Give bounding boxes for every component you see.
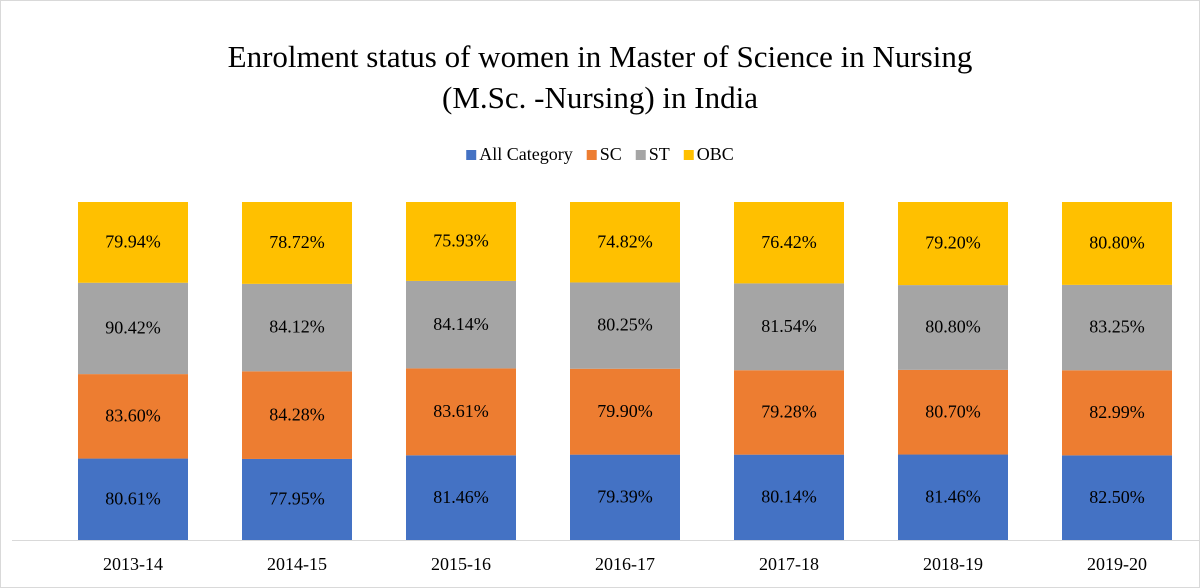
bar-segment [1062, 370, 1172, 456]
x-tick-label: 2014-15 [267, 554, 327, 574]
bar-segment [242, 202, 352, 284]
data-label: 74.82% [597, 231, 653, 251]
bar-segment [898, 202, 1008, 286]
data-label: 80.14% [761, 486, 817, 506]
data-label: 83.60% [105, 405, 161, 425]
data-label: 79.20% [925, 233, 981, 253]
data-label: 80.25% [597, 315, 653, 335]
bar-segment [78, 374, 188, 459]
data-label: 76.42% [761, 232, 817, 252]
bar-segment [570, 368, 680, 455]
data-label: 79.94% [105, 232, 161, 252]
data-label: 80.80% [925, 317, 981, 337]
bar-segment [570, 282, 680, 369]
data-label: 79.39% [597, 486, 653, 506]
x-tick-label: 2013-14 [103, 554, 163, 574]
legend-label: ST [649, 144, 670, 164]
data-label: 80.80% [1089, 233, 1145, 253]
legend-swatch [466, 150, 477, 160]
chart-title: (M.Sc. -Nursing) in India [442, 80, 758, 115]
x-tick-label: 2015-16 [431, 554, 491, 574]
bar-segment [898, 454, 1008, 540]
bar-segment [898, 369, 1008, 455]
bar-segment [734, 283, 844, 371]
data-label: 83.61% [433, 401, 489, 421]
data-label: 82.50% [1089, 487, 1145, 507]
legend-swatch [683, 150, 694, 160]
data-label: 81.46% [925, 486, 981, 506]
legend-label: OBC [697, 144, 734, 164]
bar-segment [406, 455, 516, 540]
data-label: 84.12% [269, 317, 325, 337]
data-label: 90.42% [105, 318, 161, 338]
bar-segment [1062, 455, 1172, 540]
bar-segment [570, 202, 680, 283]
bar-segment [898, 285, 1008, 370]
data-label: 78.72% [269, 232, 325, 252]
legend-label: All Category [479, 144, 572, 164]
bar-segment [78, 282, 188, 375]
data-label: 79.28% [761, 402, 817, 422]
bar-segment [242, 283, 352, 372]
x-tick-label: 2018-19 [923, 554, 983, 574]
data-label: 80.61% [105, 488, 161, 508]
bar-segment [1062, 284, 1172, 371]
data-label: 77.95% [269, 489, 325, 509]
data-label: 80.70% [925, 401, 981, 421]
data-label: 79.90% [597, 401, 653, 421]
data-label: 82.99% [1089, 402, 1145, 422]
chart-title: Enrolment status of women in Master of S… [228, 39, 973, 74]
x-tick-label: 2019-20 [1087, 554, 1147, 574]
x-tick-label: 2016-17 [595, 554, 655, 574]
bar-segment [406, 368, 516, 456]
data-label: 81.54% [761, 316, 817, 336]
data-label: 84.14% [433, 314, 489, 334]
bar-segment [242, 371, 352, 459]
bar-segment [1062, 202, 1172, 285]
bar-segment [734, 370, 844, 455]
bar-segment [734, 202, 844, 284]
data-label: 83.25% [1089, 317, 1145, 337]
data-label: 81.46% [433, 487, 489, 507]
bar-segment [242, 458, 352, 540]
bar-segment [734, 454, 844, 540]
data-label: 84.28% [269, 404, 325, 424]
x-tick-label: 2017-18 [759, 554, 819, 574]
legend-label: SC [600, 144, 622, 164]
bar-segment [570, 454, 680, 540]
legend-swatch [586, 150, 597, 160]
bar-segment [406, 202, 516, 281]
bar-segment [406, 280, 516, 369]
bar-segment [78, 458, 188, 540]
legend-swatch [635, 150, 646, 160]
data-label: 75.93% [433, 231, 489, 251]
bar-segment [78, 202, 188, 283]
